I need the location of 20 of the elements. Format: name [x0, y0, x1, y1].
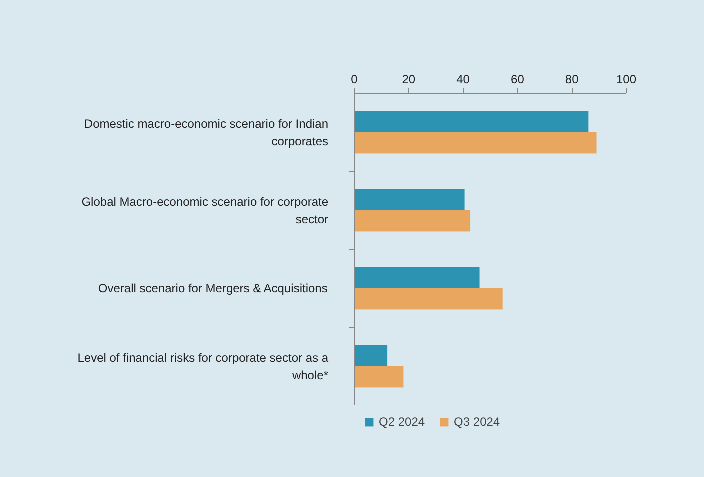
x-tick-label: 0	[351, 72, 358, 86]
y-tick-label: Domestic macro-economic scenario for Indian corporates	[84, 116, 329, 148]
bar	[354, 210, 471, 232]
y-tick-label: Level of financial risks for corporate sector as a whole*	[78, 350, 329, 382]
x-tick-label: 60	[511, 72, 525, 86]
bar	[354, 366, 404, 388]
bar	[354, 266, 480, 289]
bar	[354, 132, 598, 154]
x-tick-label: 100	[616, 72, 637, 86]
bar	[354, 344, 388, 367]
bar	[354, 288, 504, 310]
x-tick-label: 80	[565, 72, 580, 86]
legend-label: Q3 2024	[454, 415, 500, 429]
y-tick-label: Overall scenario for Mergers & Acquisitions	[98, 282, 328, 296]
bar	[354, 188, 466, 211]
x-tick-label: 20	[402, 72, 416, 86]
legend-label: Q2 2024	[379, 415, 426, 429]
y-tick-label: Global Macro-economic scenario for corporate sector	[82, 194, 329, 226]
bar	[354, 110, 589, 133]
x-tick-label: 40	[456, 72, 470, 86]
